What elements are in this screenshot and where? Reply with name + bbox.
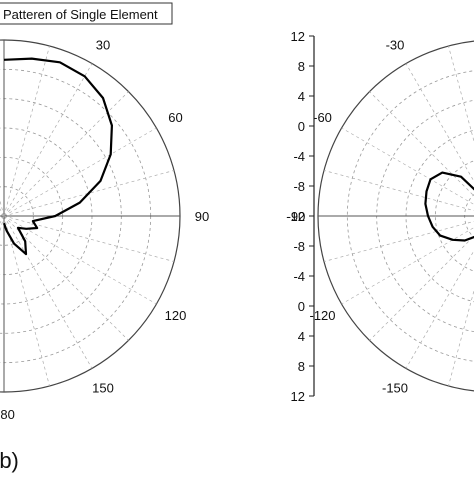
- angle-tick-label: 60: [168, 110, 182, 125]
- legend-box: [0, 2, 173, 25]
- radial-tick-label: 8: [298, 59, 305, 74]
- angle-tick-label: -120: [310, 308, 336, 323]
- angle-tick-label: 150: [92, 380, 114, 395]
- angle-tick-label: 30: [96, 38, 110, 53]
- angle-tick-label: 120: [165, 308, 187, 323]
- radial-tick-label: 8: [298, 359, 305, 374]
- polar-spoke: [0, 208, 5, 217]
- panel-label: (b): [0, 448, 19, 473]
- polar-spoke: [3, 45, 50, 217]
- polar-spoke: [341, 127, 474, 205]
- legend: Patteren of Single Element: [0, 2, 173, 25]
- polar-spoke: [0, 215, 5, 224]
- polar-spoke: [3, 127, 157, 217]
- radial-tick-label: 12: [291, 389, 305, 404]
- polar-spoke: [369, 91, 474, 197]
- radial-tick-label: 0: [298, 299, 305, 314]
- radial-tick-label: -8: [293, 239, 305, 254]
- polar-spoke: [0, 215, 5, 233]
- polar-spoke: [0, 199, 5, 217]
- polar-spoke: [405, 63, 474, 183]
- angle-tick-label: -60: [313, 110, 332, 125]
- polar-spoke: [3, 63, 93, 217]
- radial-tick-label: 12: [291, 29, 305, 44]
- polar-spoke: [323, 170, 474, 212]
- radial-tick-label: -8: [293, 179, 305, 194]
- polar-spoke: [0, 215, 5, 221]
- polar-spoke: [448, 289, 474, 387]
- polar-spoke: [3, 215, 93, 369]
- angle-tick-label: 90: [195, 209, 209, 224]
- radial-tick-label: -4: [293, 149, 305, 164]
- polar-spoke: [3, 170, 175, 217]
- pattern-line: [2, 57, 113, 256]
- polar-chart-left: 30 60 90 120 150 180: [0, 38, 209, 422]
- polar-spoke: [341, 227, 474, 305]
- polar-spoke: [369, 235, 474, 341]
- radial-tick-label: -4: [293, 269, 305, 284]
- polar-spoke: [323, 220, 474, 262]
- polar-spoke: [0, 211, 5, 217]
- pattern-line: [424, 171, 474, 242]
- polar-spoke: [405, 249, 474, 369]
- polar-spoke: [448, 45, 474, 143]
- angle-tick-label: -90: [287, 209, 306, 224]
- legend-text: Patteren of Single Element: [3, 7, 158, 22]
- polar-chart-right: -30 -60 -90 -120 -150 12 8 4 0 -4 -8 -12 -8 -4 0 4 8 12: [286, 29, 474, 404]
- polar-spoke: [3, 215, 129, 341]
- radial-tick-label: 4: [298, 329, 305, 344]
- polar-spoke: [3, 215, 157, 305]
- radial-tick-label: -12: [286, 209, 305, 224]
- polar-spoke: [3, 215, 50, 387]
- radial-tick-label: 0: [298, 119, 305, 134]
- angle-tick-label: -30: [386, 38, 405, 53]
- radial-tick-label: 4: [298, 89, 305, 104]
- angle-tick-label: -150: [382, 380, 408, 395]
- angle-tick-label: 180: [0, 407, 15, 422]
- polar-spoke: [3, 215, 175, 262]
